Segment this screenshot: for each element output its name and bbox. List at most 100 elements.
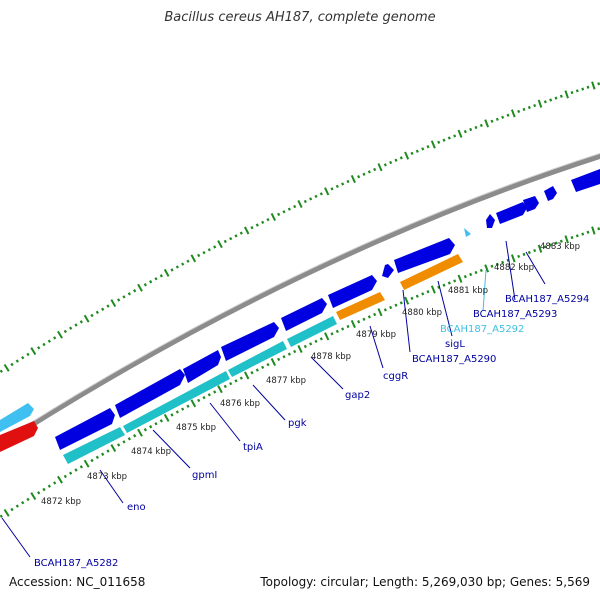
minor-tick	[437, 140, 441, 144]
minor-tick	[415, 294, 419, 298]
minor-tick	[223, 239, 227, 244]
minor-tick	[575, 234, 579, 238]
forward-strand-genes	[0, 169, 600, 450]
gene-label[interactable]: sigL	[445, 339, 465, 350]
gene-arrow[interactable]	[281, 298, 327, 331]
minor-tick	[303, 344, 307, 349]
gene-arrow[interactable]	[183, 350, 221, 383]
inner-tick-ring	[0, 226, 600, 518]
minor-tick	[346, 179, 350, 184]
gene-label[interactable]: BCAH187_A5290	[412, 354, 496, 365]
minor-tick	[69, 471, 73, 475]
minor-tick	[197, 398, 201, 403]
minor-tick	[175, 265, 179, 269]
minor-tick	[543, 100, 547, 104]
minor-tick	[239, 231, 243, 235]
major-tick	[324, 187, 330, 196]
minor-tick	[10, 362, 14, 367]
major-tick	[350, 174, 356, 184]
gene-arrow[interactable]	[287, 316, 337, 347]
minor-tick	[101, 307, 105, 311]
gene-label[interactable]: gap2	[345, 390, 370, 401]
minor-tick	[266, 217, 270, 222]
minor-tick	[63, 329, 67, 334]
gene-arrow[interactable]	[523, 196, 539, 212]
minor-tick	[159, 419, 163, 423]
minor-tick	[399, 301, 403, 305]
minor-tick	[533, 249, 537, 253]
minor-tick	[10, 507, 14, 512]
major-tick	[57, 330, 63, 339]
gene-arrow[interactable]	[382, 264, 394, 278]
gene-arrow[interactable]	[63, 427, 125, 464]
label-leader-lines	[1, 240, 546, 558]
gene-label[interactable]: cggR	[383, 371, 408, 382]
gene-label[interactable]: eno	[127, 502, 146, 513]
minor-tick	[186, 404, 190, 408]
gene-arrow[interactable]	[336, 292, 385, 320]
gene-label[interactable]: BCAH187_A5294	[505, 294, 589, 305]
major-tick	[537, 99, 543, 108]
major-tick	[30, 492, 37, 501]
gene-arrow[interactable]	[496, 202, 527, 224]
major-tick	[83, 459, 90, 468]
major-tick	[190, 399, 197, 408]
minor-tick	[575, 89, 579, 93]
scale-label: 4883 kbp	[540, 242, 580, 252]
minor-tick	[74, 468, 78, 472]
minor-tick	[506, 258, 510, 262]
scale-label: 4876 kbp	[220, 399, 260, 409]
minor-tick	[522, 252, 526, 257]
minor-tick	[330, 187, 334, 191]
minor-tick	[346, 324, 350, 329]
gene-arrow[interactable]	[464, 228, 471, 237]
minor-tick	[373, 312, 377, 317]
major-tick	[591, 226, 596, 235]
gene-arrow[interactable]	[228, 341, 287, 377]
minor-tick	[437, 285, 441, 289]
gene-arrow[interactable]	[55, 408, 115, 450]
gene-arrow[interactable]	[123, 371, 230, 433]
gene-label[interactable]: tpiA	[243, 442, 263, 453]
minor-tick	[490, 119, 494, 123]
minor-tick	[442, 138, 446, 142]
minor-tick	[495, 262, 499, 266]
gene-arrow-red[interactable]	[0, 421, 38, 452]
gene-arrow[interactable]	[486, 214, 495, 228]
minor-tick	[154, 277, 158, 281]
gene-arrow[interactable]	[328, 275, 377, 308]
gene-label[interactable]: BCAH187_A5282	[34, 558, 118, 569]
minor-tick	[133, 289, 137, 293]
gene-label[interactable]: BCAH187_A5293	[473, 309, 557, 320]
gene-arrow[interactable]	[115, 369, 185, 418]
minor-tick	[453, 134, 457, 138]
gene-label[interactable]: gpmI	[192, 470, 217, 481]
minor-tick	[95, 310, 99, 315]
major-tick	[377, 308, 383, 317]
gene-label[interactable]: pgk	[288, 418, 307, 429]
minor-tick	[277, 357, 281, 362]
minor-tick	[527, 105, 531, 110]
gene-arrow[interactable]	[0, 403, 34, 432]
major-tick	[3, 508, 10, 517]
gene-arrow[interactable]	[394, 238, 455, 273]
minor-tick	[170, 268, 174, 272]
major-tick	[404, 151, 410, 160]
gene-arrow[interactable]	[544, 186, 557, 201]
minor-tick	[170, 413, 174, 417]
major-tick	[217, 240, 223, 249]
minor-tick	[421, 147, 425, 151]
minor-tick	[47, 339, 51, 343]
major-tick	[430, 140, 436, 149]
major-tick	[110, 444, 117, 453]
minor-tick	[202, 250, 206, 255]
gene-arrow[interactable]	[221, 322, 279, 361]
minor-tick	[282, 210, 286, 214]
gene-label[interactable]: BCAH187_A5292	[440, 324, 524, 335]
minor-tick	[207, 248, 211, 252]
gene-arrow[interactable]	[400, 254, 463, 290]
minor-tick	[26, 497, 30, 502]
minor-tick	[95, 455, 99, 460]
minor-tick	[597, 227, 600, 231]
gene-arrow[interactable]	[571, 169, 600, 192]
